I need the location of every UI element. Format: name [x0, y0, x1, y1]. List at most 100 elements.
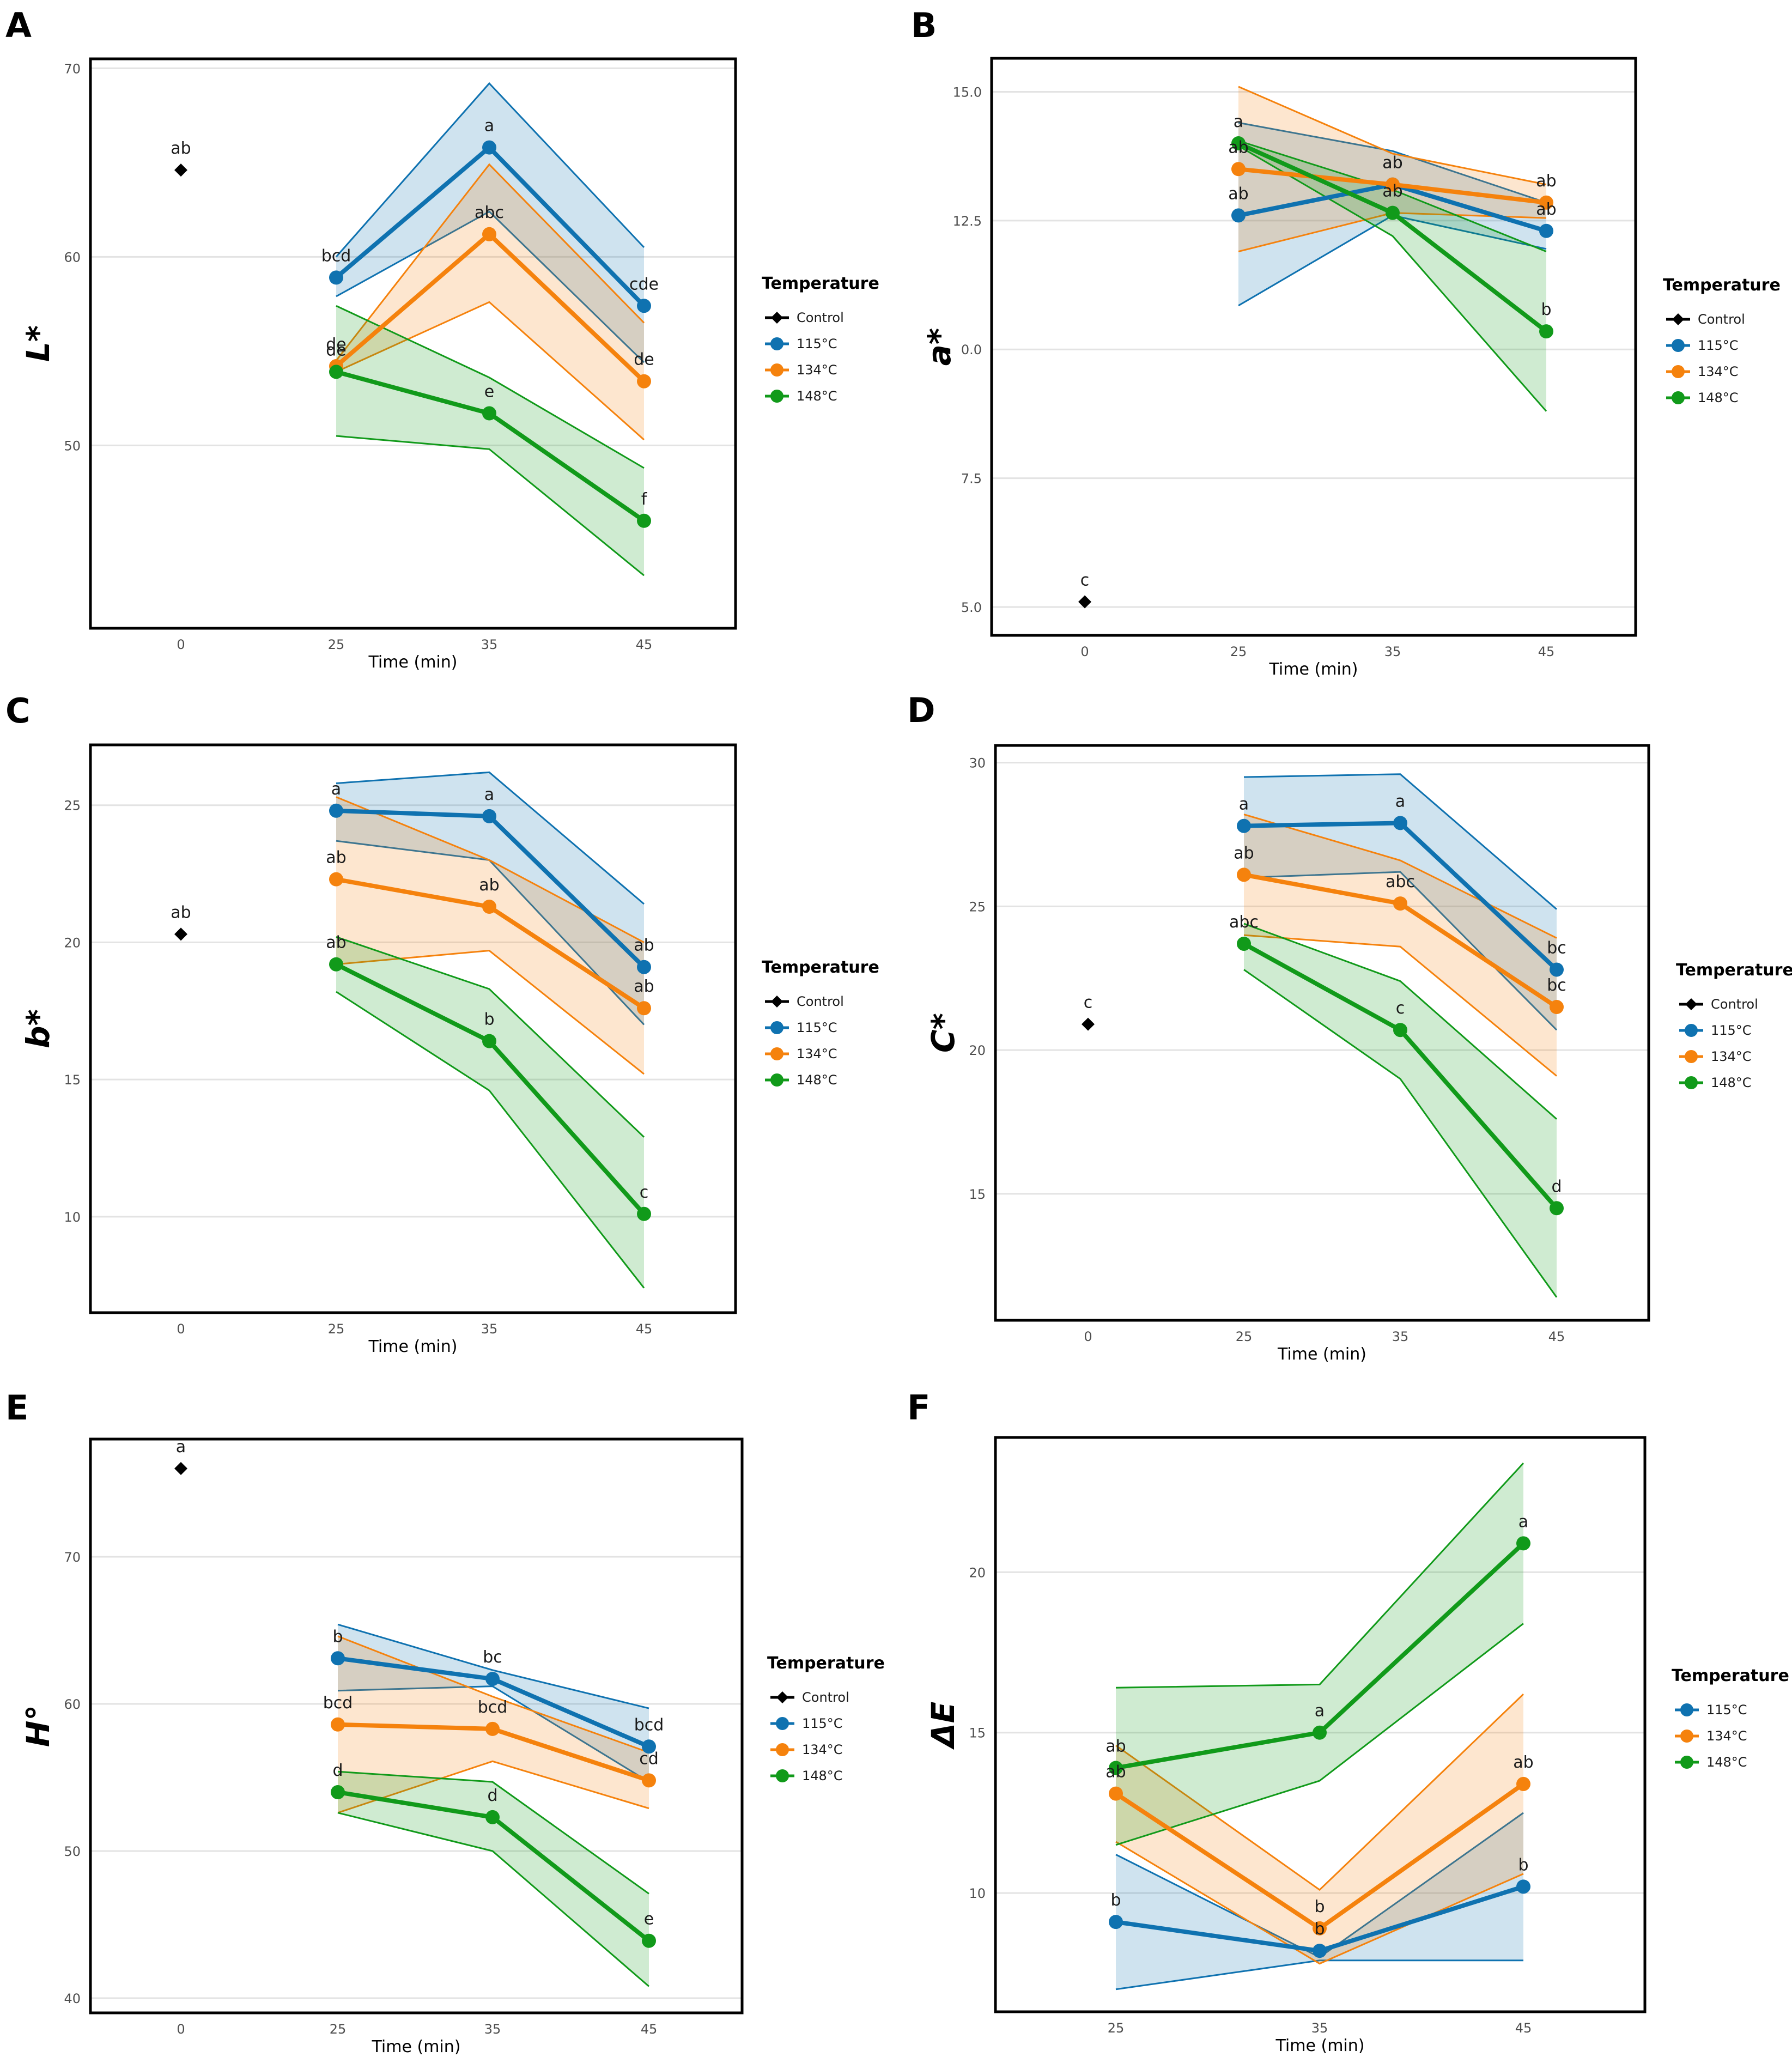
- significance-label: ab: [1536, 200, 1556, 219]
- x-axis-label: Time (min): [1277, 1345, 1366, 1364]
- control-point: [174, 927, 187, 941]
- legend-key-dot: [1680, 1703, 1693, 1716]
- panel-letter: E: [5, 1388, 28, 1428]
- data-point-115°C: [1393, 816, 1407, 830]
- panel-letter: B: [911, 5, 937, 45]
- data-point-134°C: [1109, 1786, 1123, 1801]
- data-point-134°C: [1231, 162, 1246, 177]
- y-tick-label: 10: [64, 1210, 81, 1225]
- data-point-134°C: [331, 1717, 345, 1732]
- significance-label: bcd: [478, 1698, 508, 1717]
- y-tick-label: 60: [64, 1697, 81, 1712]
- x-tick-label: 0: [177, 1321, 185, 1337]
- y-tick-label: 7.5: [961, 471, 982, 487]
- ribbon-upper-134°C: [335, 163, 645, 361]
- control-significance-label: ab: [171, 139, 191, 158]
- ribbon-134°C: [1116, 1694, 1523, 1964]
- ribbon-lower-115°C: [1243, 871, 1558, 1031]
- significance-label: b: [1314, 1920, 1325, 1939]
- significance-label: abc: [1229, 913, 1259, 932]
- x-axis-label: Time (min): [1269, 660, 1358, 679]
- data-point-115°C: [482, 140, 496, 155]
- control-point: [1082, 1017, 1095, 1031]
- legend-title: Temperature: [1672, 1666, 1789, 1685]
- control-significance-label: a: [176, 1437, 186, 1457]
- legend-key-dot: [1680, 1756, 1693, 1769]
- ribbon-115°C: [336, 772, 644, 1025]
- data-point-148°C: [1231, 136, 1246, 151]
- data-point-148°C: [1539, 324, 1553, 339]
- legend-item-label: 134°C: [1706, 1728, 1747, 1744]
- x-tick-label: 25: [328, 1321, 345, 1337]
- data-point-115°C: [1539, 223, 1553, 238]
- legend-key-dot: [776, 1717, 789, 1730]
- significance-label: ab: [326, 848, 346, 867]
- x-tick-label: 25: [1108, 2020, 1125, 2036]
- data-point-134°C: [1386, 177, 1400, 192]
- legend-key-dot: [1680, 1730, 1693, 1743]
- ribbon-upper-134°C: [1115, 1693, 1524, 1891]
- significance-label: cd: [639, 1749, 659, 1768]
- data-point-115°C: [1231, 208, 1246, 223]
- panel-letter: D: [907, 690, 935, 730]
- data-point-134°C: [1539, 195, 1553, 210]
- legend-key-dot: [1672, 391, 1685, 404]
- data-point-115°C: [1313, 1944, 1327, 1958]
- legend-key-dot: [770, 337, 783, 350]
- data-point-134°C: [482, 899, 496, 914]
- data-point-134°C: [1237, 867, 1251, 882]
- data-point-115°C: [1237, 818, 1251, 833]
- y-tick-label: 0.0: [961, 342, 982, 357]
- legend-key-diamond: [776, 1691, 788, 1703]
- data-point-134°C: [329, 872, 343, 887]
- legend-item-label: 134°C: [797, 362, 837, 378]
- significance-label: e: [644, 1910, 654, 1929]
- data-point-115°C: [1516, 1879, 1530, 1894]
- significance-label: ab: [634, 977, 654, 996]
- significance-label: bc: [1547, 938, 1566, 957]
- legend-key-dot: [1685, 1050, 1698, 1063]
- y-tick-label: 15: [64, 1072, 81, 1088]
- significance-label: c: [1396, 999, 1405, 1018]
- y-axis-label: L*: [20, 325, 57, 362]
- significance-label: ab: [1382, 182, 1402, 201]
- data-point-134°C: [1313, 1921, 1327, 1935]
- significance-label: de: [634, 350, 654, 369]
- data-point-148°C: [1313, 1725, 1327, 1740]
- data-point-115°C: [485, 1672, 500, 1686]
- legend-item-label: 148°C: [1711, 1075, 1752, 1090]
- data-point-148°C: [642, 1933, 656, 1948]
- legend-key-diamond: [771, 312, 783, 324]
- legend: Temperature 115°C 134°C 148°C: [1672, 1666, 1789, 1770]
- ribbon-lower-148°C: [337, 1812, 649, 1987]
- ribbon-upper-115°C: [1243, 773, 1557, 910]
- plot-frame: [994, 744, 1650, 1322]
- legend-item-label: 115°C: [797, 336, 837, 351]
- significance-label: ab: [634, 936, 654, 955]
- significance-label: e: [484, 383, 494, 402]
- legend-item-label: 134°C: [1711, 1049, 1752, 1064]
- significance-label: cde: [629, 275, 659, 294]
- legend-item-label: Control: [802, 1690, 849, 1705]
- legend-key-dot: [770, 1047, 783, 1060]
- data-point-148°C: [482, 1034, 496, 1048]
- significance-label: b: [1314, 1897, 1325, 1916]
- y-tick-label: 50: [64, 1844, 81, 1859]
- significance-label: f: [641, 490, 648, 509]
- legend-item-label: 134°C: [797, 1046, 837, 1061]
- x-tick-label: 0: [1080, 644, 1089, 659]
- x-tick-label: 35: [484, 2022, 501, 2037]
- x-tick-label: 35: [481, 637, 498, 652]
- significance-label: abc: [1386, 872, 1415, 891]
- plot-frame: [89, 57, 737, 630]
- data-point-134°C: [1393, 896, 1407, 911]
- legend-item-label: Control: [797, 310, 844, 325]
- gridlines: [90, 804, 736, 1218]
- significance-label: bcd: [321, 246, 351, 265]
- y-tick-label: 20: [64, 935, 81, 950]
- ribbon-upper-148°C: [336, 305, 645, 469]
- data-point-115°C: [637, 299, 651, 313]
